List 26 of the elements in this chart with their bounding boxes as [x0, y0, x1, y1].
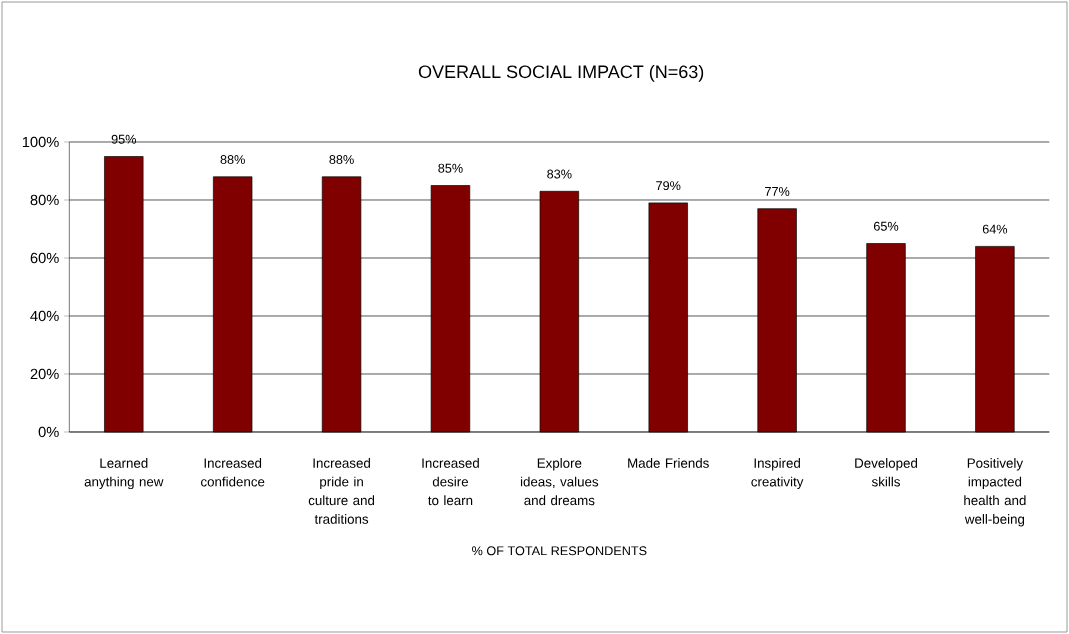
y-tick-label: 0% — [38, 426, 59, 438]
chart-title: OVERALL SOCIAL IMPACT (N=63) — [418, 64, 704, 82]
x-tick-label: Made Friends — [628, 458, 709, 468]
data-label: 88% — [220, 155, 245, 165]
x-tick-label: Increased confidence — [201, 458, 265, 487]
x-tick-label: Developed skills — [855, 458, 918, 487]
y-tick-label: 40% — [30, 310, 59, 322]
x-tick-label: Positively impacted health and well-being — [964, 458, 1026, 527]
data-label: 85% — [438, 163, 463, 173]
y-tick-label: 100% — [22, 136, 59, 148]
data-label: 88% — [329, 155, 354, 165]
y-tick-label: 80% — [30, 194, 59, 206]
y-tick-label: 60% — [30, 252, 59, 264]
data-label: 79% — [656, 181, 681, 191]
x-axis-title: % OF TOTAL RESPONDENTS — [472, 546, 647, 556]
x-tick-label: Explore ideas, values and dreams — [520, 458, 599, 506]
data-label: 95% — [111, 134, 137, 144]
data-label: 77% — [765, 187, 790, 196]
x-tick-label: Inspired creativity — [751, 458, 804, 490]
x-tick-label: Increased desire to learn — [422, 458, 479, 506]
data-label: 64% — [982, 224, 1008, 234]
x-tick-label: Increased pride in culture and traditions — [308, 458, 375, 524]
data-label: 65% — [873, 221, 899, 231]
data-label: 83% — [547, 169, 572, 179]
y-tick-label: 20% — [30, 368, 59, 380]
x-tick-label: Learned anything new — [84, 458, 164, 490]
